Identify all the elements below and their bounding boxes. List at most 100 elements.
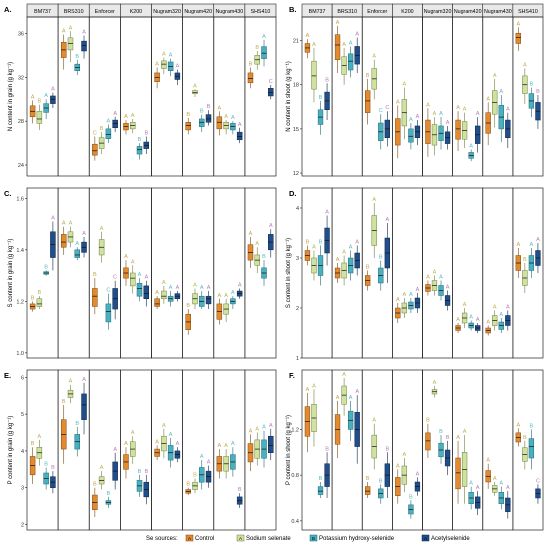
significance-letter: B (439, 429, 443, 435)
y-axis-label: P content in shoot (g kg⁻¹) (286, 415, 292, 485)
box-control: A (154, 439, 160, 461)
y-axis-label: P content in grain (g kg⁻¹) (8, 416, 14, 485)
box-potassium-hydroxy-selenide: B (43, 264, 49, 276)
box-acetylselenide: A (174, 64, 181, 85)
box-sodium-selenate: A (161, 52, 167, 75)
box-body (112, 119, 118, 129)
box-control: B (185, 303, 191, 335)
facet-k200: K200 A A BB (120, 3, 152, 177)
legend-key: A (424, 536, 427, 541)
significance-letter: A (396, 297, 400, 303)
significance-letter: A (224, 293, 228, 299)
box-potassium-hydroxy-selenide: C (105, 288, 112, 330)
significance-letter: B (200, 109, 204, 115)
box-body (92, 288, 98, 307)
facet-enforcer: Enforcer B A C C (361, 3, 393, 177)
box-sodium-selenate: A (492, 73, 498, 128)
facet-strip-label: Nugram320 (424, 9, 452, 15)
y-tick-label: 36 (18, 31, 24, 37)
box-potassium-hydroxy-selenide: B (261, 254, 267, 286)
box-sodium-selenate: A (254, 427, 260, 466)
box-body (365, 90, 371, 113)
box-potassium-hydroxy-selenide: A (528, 242, 535, 278)
facet-brs310: B A B A (57, 369, 90, 531)
significance-letter: B (186, 303, 190, 309)
significance-letter: A (463, 302, 467, 308)
significance-letter: B (31, 295, 35, 301)
facet-frame (452, 16, 484, 177)
box-body (347, 53, 354, 71)
significance-letter: A (506, 107, 510, 113)
box-sodium-selenate: A (371, 54, 377, 100)
significance-letter: C (93, 131, 97, 137)
facet-frame (512, 187, 544, 359)
facet-strip-label: SHS410 (251, 9, 271, 15)
box-body (261, 46, 267, 59)
panel-label: D. (289, 189, 297, 198)
significance-letter: B (379, 478, 383, 484)
box-acetylselenide: A (505, 107, 511, 149)
box-body (154, 298, 160, 307)
facet-shs410: SHS410 A A BB (512, 3, 544, 177)
significance-letter: B (51, 465, 55, 471)
significance-letter: A (342, 42, 346, 48)
box-sodium-selenate: A (67, 221, 74, 248)
box-potassium-hydroxy-selenide: A (230, 290, 236, 310)
facet-frame (392, 187, 423, 359)
box-acetylselenide: A (475, 317, 481, 333)
box-acetylselenide: A (205, 285, 212, 310)
panel-label: C. (4, 189, 12, 198)
y-tick-label: 3 (21, 486, 24, 492)
box-acetylselenide: A (444, 285, 451, 311)
box-sodium-selenate: A (161, 280, 167, 304)
box-body (455, 119, 461, 140)
box-acetylselenide: B (143, 131, 150, 155)
significance-letter: A (155, 61, 159, 67)
panel-f: F.P content in shoot (g kg⁻¹)0.40.81.2AA… (286, 369, 544, 531)
legend-title: Se sources: (146, 536, 178, 542)
box-acetylselenide: B (143, 469, 150, 505)
y-tick-label: 4 (21, 449, 24, 455)
box-potassium-hydroxy-selenide: A (136, 272, 143, 302)
significance-letter: A (349, 40, 353, 46)
significance-letter: A (82, 231, 86, 237)
significance-letter: C (113, 275, 117, 281)
significance-letter: A (433, 111, 437, 117)
significance-letter: B (306, 240, 310, 246)
significance-letter: A (409, 292, 413, 298)
box-body (455, 457, 461, 490)
box-acetylselenide: B (444, 435, 451, 476)
box-control: B (92, 272, 98, 315)
facet-strip-label: Nugram430 (215, 9, 243, 15)
box-acetylselenide: B (535, 89, 541, 129)
significance-letter: A (82, 377, 86, 383)
box-body (161, 290, 167, 300)
box-sodium-selenate: A (98, 226, 105, 263)
box-control: A (304, 33, 311, 59)
facet-enforcer: B A B A (88, 369, 121, 531)
significance-letter: A (463, 429, 467, 435)
y-tick-label: 21 (293, 39, 299, 45)
box-potassium-hydroxy-selenide: A (468, 315, 474, 331)
y-tick-label: 4 (296, 206, 299, 212)
significance-letter: B (409, 494, 413, 500)
box-potassium-hydroxy-selenide: B (528, 82, 535, 118)
panel-label: A. (4, 5, 12, 14)
box-control: B (60, 399, 67, 464)
facet-strip-label: BM737 (34, 9, 51, 15)
significance-letter: A (469, 481, 473, 487)
box-control: A (247, 231, 254, 268)
facet-frame (151, 16, 183, 177)
box-acetylselenide: A (205, 460, 212, 488)
box-body (216, 116, 223, 130)
